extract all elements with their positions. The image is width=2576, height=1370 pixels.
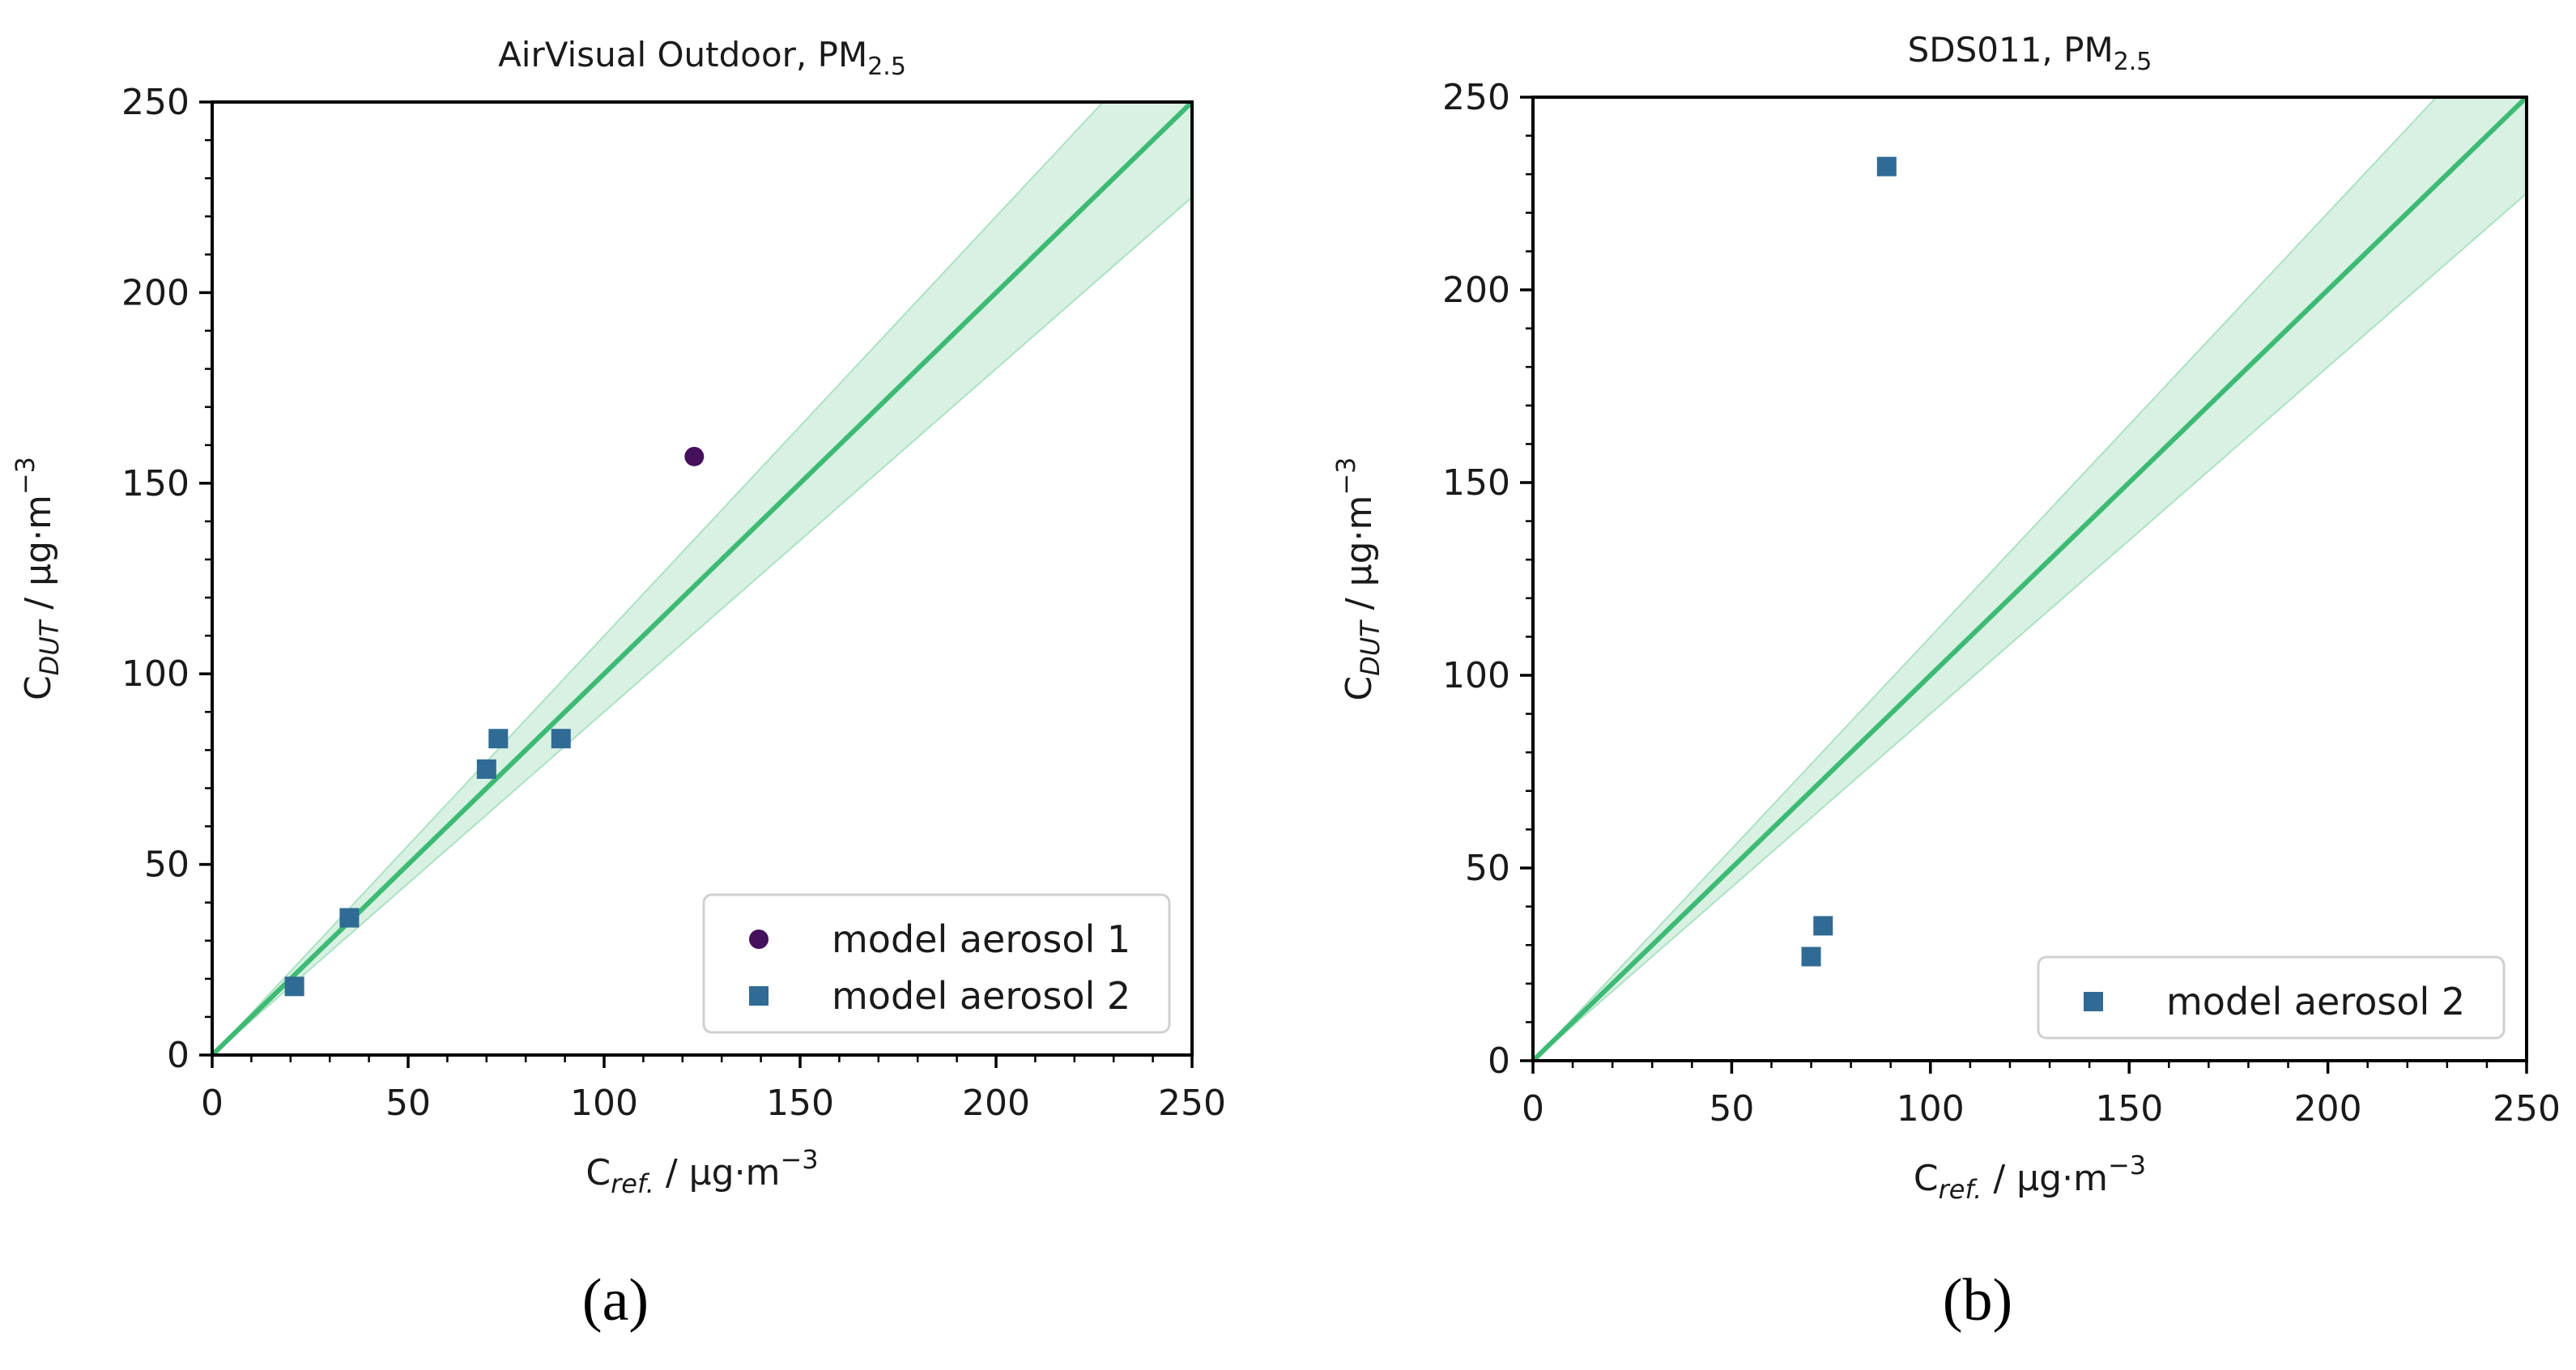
data-point-aerosol-2 bbox=[476, 759, 496, 779]
legend-box bbox=[702, 893, 1171, 1034]
legend-box bbox=[2037, 955, 2506, 1040]
x-tick-label: 250 bbox=[1158, 1083, 1226, 1124]
data-point-aerosol-2 bbox=[551, 729, 571, 749]
y-tick-label: 50 bbox=[144, 845, 189, 886]
legend: model aerosol 2 bbox=[2037, 955, 2506, 1040]
y-tick-label: 100 bbox=[1442, 655, 1510, 696]
x-tick-label: 250 bbox=[2493, 1088, 2561, 1130]
x-tick-label: 200 bbox=[2294, 1088, 2362, 1130]
x-tick-label: 50 bbox=[385, 1083, 431, 1124]
reference-line bbox=[212, 102, 1192, 1055]
y-tick-label: 250 bbox=[1442, 77, 1510, 118]
x-tick-label: 200 bbox=[962, 1083, 1030, 1124]
x-tick-label: 0 bbox=[201, 1083, 224, 1124]
data-point-aerosol-2 bbox=[1813, 916, 1833, 936]
data-point-aerosol-1 bbox=[684, 446, 705, 466]
legend-label: model aerosol 2 bbox=[832, 974, 1130, 1018]
data-point-aerosol-2 bbox=[1876, 156, 1897, 177]
tolerance-band bbox=[1533, 97, 2527, 1061]
data-point-aerosol-2 bbox=[284, 976, 304, 997]
y-axis-label: CDUT / μg·m−3 bbox=[10, 457, 65, 700]
y-tick-label: 200 bbox=[1442, 270, 1510, 311]
legend-label: model aerosol 1 bbox=[832, 917, 1130, 961]
legend-marker-circle bbox=[749, 930, 769, 949]
legend: model aerosol 1 model aerosol 2 bbox=[702, 893, 1171, 1034]
x-tick-label: 150 bbox=[2095, 1088, 2163, 1130]
x-tick-label: 50 bbox=[1709, 1088, 1754, 1130]
legend-marker-square bbox=[2084, 992, 2103, 1011]
chart-panel-a: 0 50 100 150 200 250 0 50 100 150 200 250 AirVisual … bbox=[10, 35, 1226, 1334]
y-tick-label: 250 bbox=[121, 82, 189, 123]
chart-title: SDS011, PM2.5 bbox=[1908, 30, 2152, 76]
y-tick-label: 150 bbox=[121, 463, 189, 504]
y-tick-label: 200 bbox=[121, 272, 189, 313]
chart-title: AirVisual Outdoor, PM2.5 bbox=[498, 35, 906, 81]
x-tick-label: 100 bbox=[1897, 1088, 1965, 1130]
y-tick-label: 0 bbox=[167, 1035, 189, 1076]
data-point-aerosol-2 bbox=[339, 908, 360, 928]
y-tick-label: 50 bbox=[1465, 848, 1510, 889]
panel-label: (a) bbox=[582, 1267, 649, 1334]
data-point-aerosol-2 bbox=[488, 729, 509, 749]
x-tick-label: 150 bbox=[766, 1083, 834, 1124]
reference-line bbox=[1533, 97, 2527, 1061]
legend-marker-square bbox=[749, 986, 769, 1006]
legend-label: model aerosol 2 bbox=[2166, 980, 2465, 1023]
x-tick-label: 100 bbox=[570, 1083, 638, 1124]
panel-label: (b) bbox=[1943, 1267, 2012, 1334]
y-tick-label: 100 bbox=[121, 653, 189, 695]
data-point-aerosol-2 bbox=[1801, 947, 1821, 967]
chart-panel-b: 0 50 100 150 200 250 0 50 100 150 200 250 SDS011, PM… bbox=[1331, 30, 2561, 1334]
x-axis-label: Cref. / μg·m−3 bbox=[585, 1144, 818, 1199]
plot-frame bbox=[211, 100, 1194, 1057]
y-tick-label: 0 bbox=[1488, 1040, 1510, 1082]
x-axis-label: Cref. / μg·m−3 bbox=[1914, 1150, 2146, 1205]
y-axis-label: CDUT / μg·m−3 bbox=[1331, 457, 1386, 700]
plot-frame bbox=[1531, 96, 2528, 1062]
y-tick-label: 150 bbox=[1442, 462, 1510, 504]
x-tick-label: 0 bbox=[1522, 1088, 1544, 1130]
